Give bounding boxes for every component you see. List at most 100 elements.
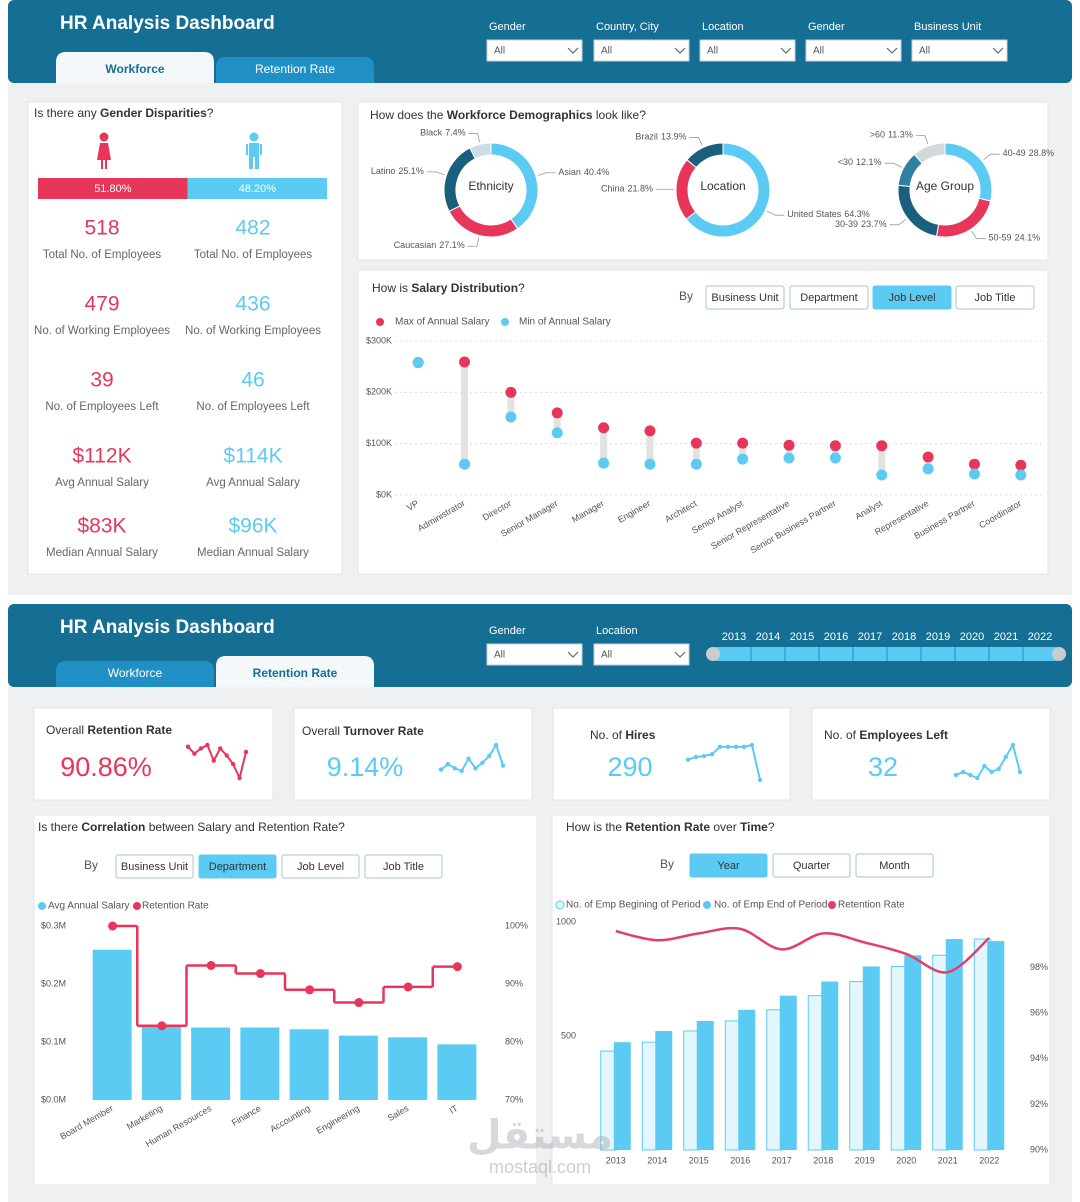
timeline-year: 2016 xyxy=(824,631,848,643)
card-title-part: Time xyxy=(740,820,768,834)
slicer-button[interactable] xyxy=(689,853,768,878)
dropdown-chevron xyxy=(674,651,686,658)
sparkline-point xyxy=(709,752,715,757)
slice-label: <30 12.1% xyxy=(838,158,882,168)
x-tick-label: 2014 xyxy=(647,1155,667,1165)
card-title-part: Is there xyxy=(38,820,81,834)
filter-dropdown[interactable] xyxy=(699,39,796,62)
slicer-button[interactable] xyxy=(955,285,1035,310)
slicer-button[interactable] xyxy=(281,854,360,879)
filter-value: All xyxy=(494,46,505,57)
gender-card xyxy=(27,101,343,575)
salary-card xyxy=(357,269,1049,575)
card-title: How is the Retention Rate over Time? xyxy=(566,820,775,834)
stat-value: 518 xyxy=(84,217,119,240)
sparkline-point xyxy=(741,744,747,750)
sparkline-point xyxy=(1017,769,1023,775)
sparkline-point xyxy=(701,753,707,759)
active-tab[interactable] xyxy=(56,52,214,83)
gender-share-bar xyxy=(38,178,188,199)
card-title-part: How does the xyxy=(370,108,447,122)
sparkline-point xyxy=(982,763,987,769)
timeline-year: 2018 xyxy=(892,631,916,643)
donut-center-label: Age Group xyxy=(916,179,974,193)
kpi-value: 290 xyxy=(607,752,652,782)
stat-value: 436 xyxy=(235,293,270,316)
sparkline-point xyxy=(205,742,210,748)
timeline-handle[interactable] xyxy=(706,647,720,661)
timeline-handle[interactable] xyxy=(1052,647,1066,661)
tab[interactable] xyxy=(216,57,374,83)
sparkline-point xyxy=(192,751,197,756)
dashboard-title: HR Analysis Dashboard xyxy=(60,617,275,638)
slicer-button[interactable] xyxy=(198,854,277,879)
slicer-button[interactable] xyxy=(772,853,851,878)
slicer-button[interactable] xyxy=(115,854,194,879)
leader-line xyxy=(889,219,907,226)
slice-value: 64.3% xyxy=(844,210,870,220)
line-point xyxy=(305,985,315,995)
card-title-part: ? xyxy=(518,281,525,295)
bar xyxy=(289,1029,329,1100)
stat-label: Median Annual Salary xyxy=(197,547,309,559)
sparkline-point xyxy=(230,761,236,767)
filter-value: All xyxy=(707,46,718,57)
legend-label: No. of Emp End of Period xyxy=(714,900,827,911)
slice-category: >60 xyxy=(870,130,885,140)
kpi-title-part: Employees Left xyxy=(859,728,948,742)
sparkline-point xyxy=(968,772,973,778)
salary-dot xyxy=(505,386,517,398)
filter-dropdown[interactable] xyxy=(486,643,583,666)
slicer-button[interactable] xyxy=(872,285,952,310)
active-tab[interactable] xyxy=(216,656,374,687)
sparkline xyxy=(187,743,247,781)
card-title: How does the Workforce Demographics look… xyxy=(370,108,646,122)
stat-value: $96K xyxy=(228,515,277,538)
donut-slice xyxy=(686,142,724,169)
slice-value: 24.1% xyxy=(1015,233,1041,243)
y2-tick-label: 92% xyxy=(1030,1099,1048,1109)
tab[interactable] xyxy=(56,661,214,687)
filter-label: Location xyxy=(596,625,638,637)
person-head xyxy=(99,132,109,142)
salary-dot xyxy=(783,452,795,464)
salary-dot xyxy=(876,469,888,481)
salary-dot xyxy=(412,357,424,369)
timeline-year: 2022 xyxy=(1028,631,1052,643)
legend-marker xyxy=(703,901,711,909)
y-tick-label: $200K xyxy=(366,387,392,397)
bar xyxy=(613,1042,631,1150)
slice-category: <30 xyxy=(838,158,853,168)
card-title-part: Retention Rate xyxy=(625,820,710,834)
sparkline-point xyxy=(487,753,492,759)
slice-category: United States xyxy=(787,210,842,220)
y-tick-label: $0.3M xyxy=(41,920,66,930)
filter-dropdown[interactable] xyxy=(593,39,690,62)
filter-dropdown[interactable] xyxy=(486,39,583,62)
filter-dropdown[interactable] xyxy=(805,39,902,62)
timeline-slider[interactable] xyxy=(710,647,1062,661)
slicer-button[interactable] xyxy=(789,285,869,310)
x-tick-label: 2019 xyxy=(855,1155,875,1165)
slicer-button[interactable] xyxy=(855,853,934,878)
slicer-button[interactable] xyxy=(705,285,785,310)
filter-dropdown[interactable] xyxy=(911,39,1008,62)
kpi-card xyxy=(33,707,274,801)
salary-dot xyxy=(922,451,934,463)
sparkline-point xyxy=(953,772,959,778)
bar xyxy=(141,1026,181,1100)
leader-line xyxy=(884,162,902,168)
kpi-title-part: Overall xyxy=(302,724,343,738)
sparkline-point xyxy=(975,775,980,781)
slicer-button[interactable] xyxy=(364,854,443,879)
slice-category: 40-49 xyxy=(1003,149,1026,159)
card-title: How is Salary Distribution? xyxy=(372,281,525,295)
female-icon xyxy=(97,143,111,169)
sparkline-point xyxy=(1003,754,1008,760)
stat-value: $112K xyxy=(72,445,131,468)
kpi-value: 90.86% xyxy=(60,752,152,782)
kpi-title-part: Retention Rate xyxy=(87,723,172,737)
card-title-part: ? xyxy=(768,820,775,834)
filter-dropdown[interactable] xyxy=(593,643,690,666)
card-title-part: How is the xyxy=(566,820,625,834)
